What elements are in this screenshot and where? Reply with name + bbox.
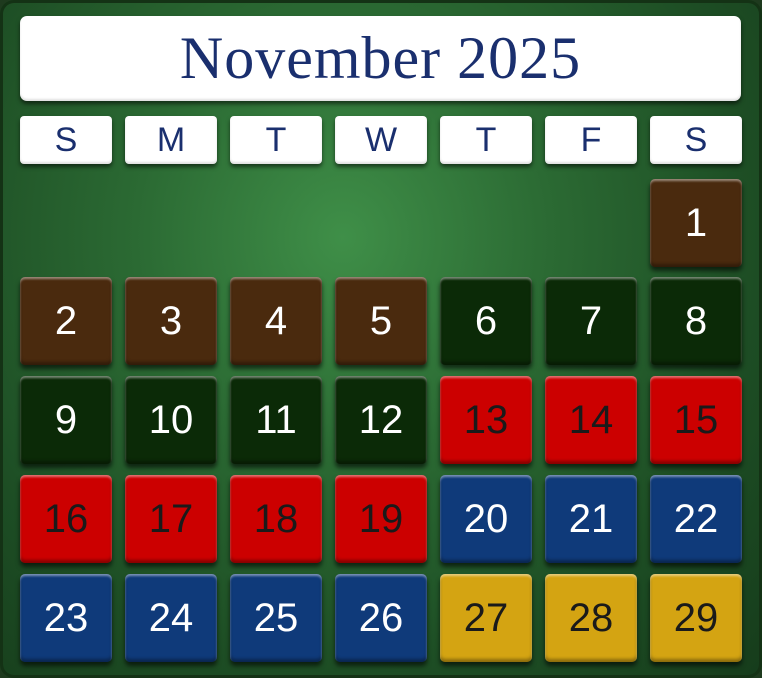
weekday-label-fri: F [545, 116, 637, 164]
day-cell-7[interactable]: 7 [545, 277, 637, 365]
weekday-label-sat: S [650, 116, 742, 164]
day-cell-11[interactable]: 11 [230, 376, 322, 464]
day-cell-19[interactable]: 19 [335, 475, 427, 563]
day-cell-27[interactable]: 27 [440, 574, 532, 662]
day-cell-22[interactable]: 22 [650, 475, 742, 563]
day-cell-10[interactable]: 10 [125, 376, 217, 464]
weekday-label-thu: T [440, 116, 532, 164]
day-cell-3[interactable]: 3 [125, 277, 217, 365]
month-title: November 2025 [20, 16, 741, 101]
day-cell-12[interactable]: 12 [335, 376, 427, 464]
weekday-label-mon: M [125, 116, 217, 164]
day-cell-26[interactable]: 26 [335, 574, 427, 662]
weekday-label-tue: T [230, 116, 322, 164]
day-cell-23[interactable]: 23 [20, 574, 112, 662]
day-cell-5[interactable]: 5 [335, 277, 427, 365]
day-cell-28[interactable]: 28 [545, 574, 637, 662]
day-cell-25[interactable]: 25 [230, 574, 322, 662]
day-cell-6[interactable]: 6 [440, 277, 532, 365]
day-cell-21[interactable]: 21 [545, 475, 637, 563]
day-cell-14[interactable]: 14 [545, 376, 637, 464]
day-cell-4[interactable]: 4 [230, 277, 322, 365]
day-cell-18[interactable]: 18 [230, 475, 322, 563]
day-cell-20[interactable]: 20 [440, 475, 532, 563]
day-cell-2[interactable]: 2 [20, 277, 112, 365]
day-cell-9[interactable]: 9 [20, 376, 112, 464]
weekday-label-wed: W [335, 116, 427, 164]
day-cell-13[interactable]: 13 [440, 376, 532, 464]
day-cell-1[interactable]: 1 [650, 179, 742, 267]
day-cell-24[interactable]: 24 [125, 574, 217, 662]
weekday-label-sun: S [20, 116, 112, 164]
day-cell-17[interactable]: 17 [125, 475, 217, 563]
day-cell-29[interactable]: 29 [650, 574, 742, 662]
day-cell-8[interactable]: 8 [650, 277, 742, 365]
day-cell-16[interactable]: 16 [20, 475, 112, 563]
day-cell-15[interactable]: 15 [650, 376, 742, 464]
